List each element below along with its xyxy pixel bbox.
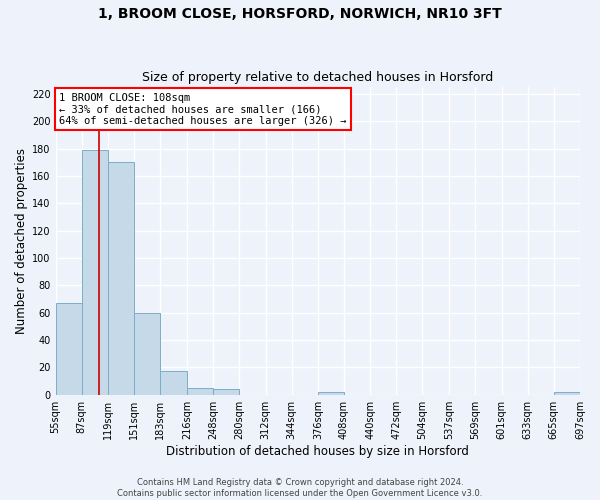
Bar [56,303,82,394]
Title: Size of property relative to detached houses in Horsford: Size of property relative to detached ho… [142,72,493,85]
Bar [82,150,108,394]
Bar [187,388,213,394]
Bar [160,372,187,394]
Bar [108,162,134,394]
Text: Contains HM Land Registry data © Crown copyright and database right 2024.
Contai: Contains HM Land Registry data © Crown c… [118,478,482,498]
Bar [213,389,239,394]
Text: 1 BROOM CLOSE: 108sqm
← 33% of detached houses are smaller (166)
64% of semi-det: 1 BROOM CLOSE: 108sqm ← 33% of detached … [59,92,346,126]
Bar [134,312,160,394]
Y-axis label: Number of detached properties: Number of detached properties [15,148,28,334]
Text: 1, BROOM CLOSE, HORSFORD, NORWICH, NR10 3FT: 1, BROOM CLOSE, HORSFORD, NORWICH, NR10 … [98,8,502,22]
Bar [554,392,580,394]
Bar [318,392,344,394]
X-axis label: Distribution of detached houses by size in Horsford: Distribution of detached houses by size … [166,444,469,458]
